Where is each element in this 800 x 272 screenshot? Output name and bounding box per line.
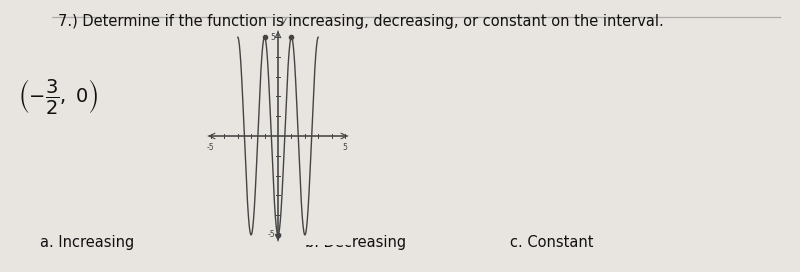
Text: c. Constant: c. Constant [510,235,594,250]
Text: -5: -5 [268,230,275,239]
Text: 5: 5 [343,143,348,152]
Text: 5: 5 [270,33,275,42]
Text: a. Increasing: a. Increasing [40,235,134,250]
Text: b. Decreasing: b. Decreasing [305,235,406,250]
Text: $\left(-\dfrac{3}{2},\;0\right)$: $\left(-\dfrac{3}{2},\;0\right)$ [18,78,98,116]
Text: 7.) Determine if the function is increasing, decreasing, or constant on the inte: 7.) Determine if the function is increas… [58,14,664,29]
Text: -5: -5 [207,143,214,152]
Text: y: y [280,16,286,26]
